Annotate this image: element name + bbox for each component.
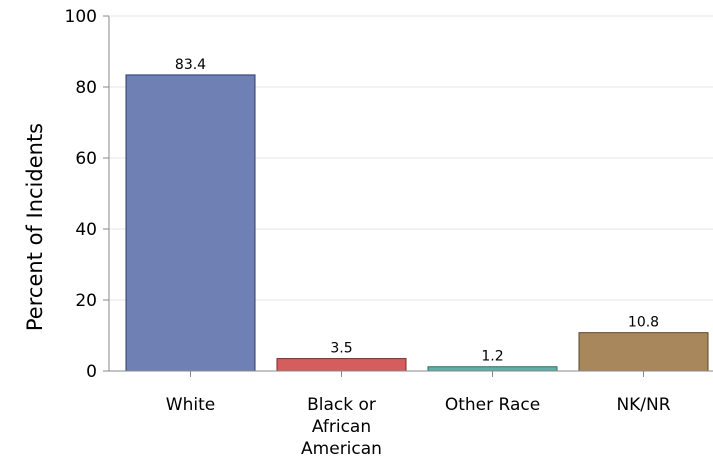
category-label: NK/NR (616, 395, 670, 415)
y-tick-label: 80 (75, 78, 97, 98)
bar (276, 358, 407, 372)
category-label: Other Race (445, 395, 540, 415)
data-label: 10.8 (628, 315, 659, 331)
y-tick-label: 40 (75, 220, 97, 240)
bar (125, 74, 256, 372)
axes (108, 15, 713, 372)
category-label: American (301, 439, 382, 458)
y-tick-label: 100 (65, 7, 97, 27)
data-label: 1.2 (481, 349, 503, 365)
y-tick-label: 0 (86, 362, 97, 382)
y-tick-label: 60 (75, 149, 97, 169)
category-label: African (312, 417, 371, 437)
bars (125, 74, 709, 372)
y-axis-title: Percent of Incidents (23, 123, 47, 331)
y-tick-label: 20 (75, 291, 97, 311)
category-label: Black or (307, 395, 376, 415)
y-tick-labels: 0 20 40 60 80 100 (65, 7, 109, 382)
data-label: 83.4 (175, 57, 206, 73)
bar (578, 332, 709, 372)
data-label: 3.5 (330, 341, 352, 357)
data-labels: 83.4 3.5 1.2 10.8 (175, 57, 659, 365)
bar (427, 366, 558, 372)
category-label: White (166, 395, 215, 415)
